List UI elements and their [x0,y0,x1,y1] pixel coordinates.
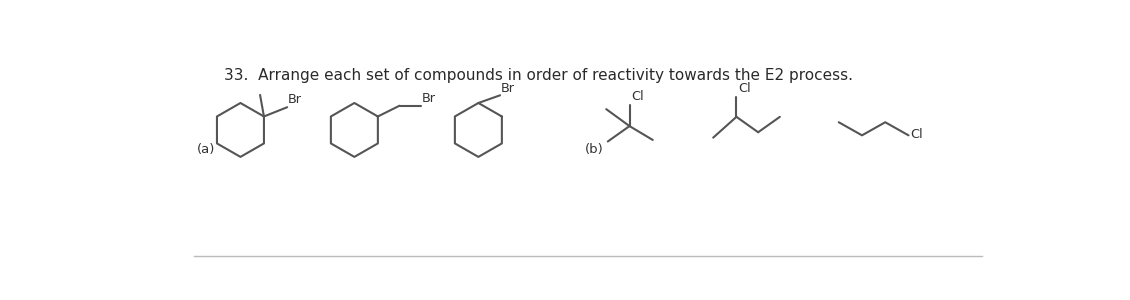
Text: (b): (b) [584,143,603,156]
Text: Br: Br [421,92,436,105]
Text: (a): (a) [197,143,216,156]
Text: Br: Br [501,82,515,94]
Text: 33.  Arrange each set of compounds in order of reactivity towards the E2 process: 33. Arrange each set of compounds in ord… [224,68,853,83]
Text: Cl: Cl [738,82,750,95]
Text: Cl: Cl [910,128,923,141]
Text: Br: Br [288,94,302,106]
Text: Cl: Cl [631,90,644,103]
